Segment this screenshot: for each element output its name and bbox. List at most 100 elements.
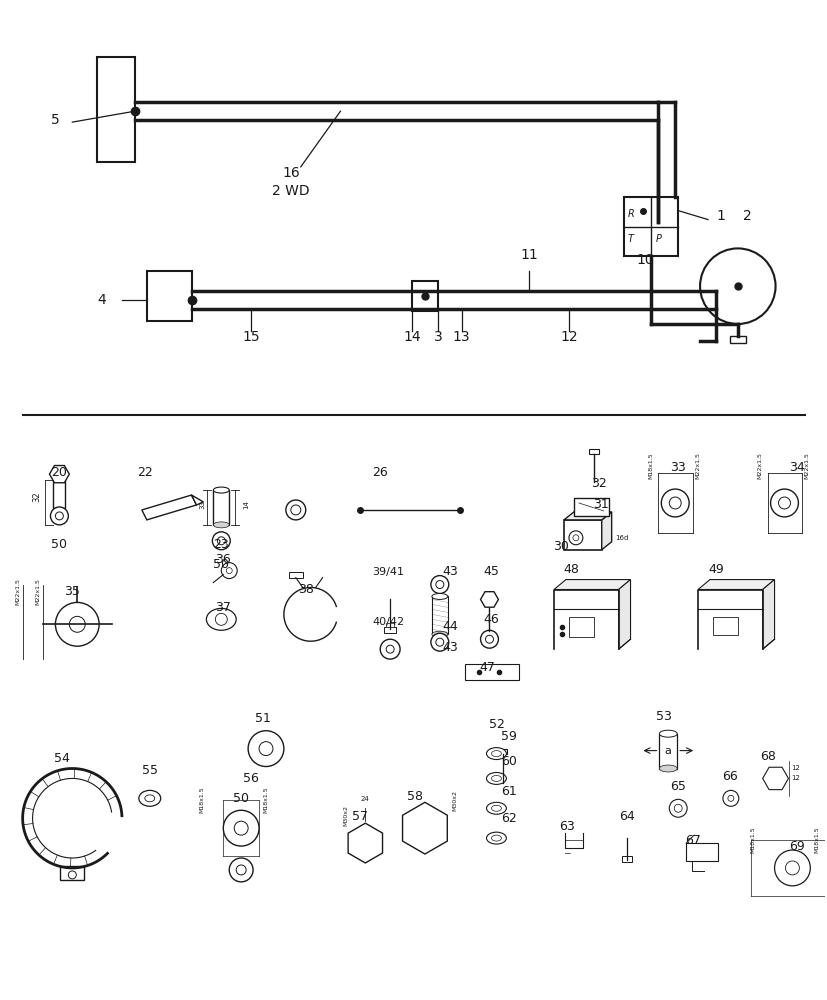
- Ellipse shape: [432, 631, 447, 637]
- Circle shape: [568, 531, 582, 545]
- Circle shape: [777, 497, 790, 509]
- Text: P: P: [655, 234, 661, 244]
- Text: 58: 58: [407, 790, 423, 803]
- Text: 14: 14: [243, 501, 249, 509]
- Text: 52: 52: [489, 718, 504, 731]
- Circle shape: [485, 635, 493, 643]
- Ellipse shape: [145, 795, 155, 802]
- Circle shape: [435, 638, 443, 646]
- Text: a: a: [664, 746, 671, 756]
- Bar: [623, 197, 677, 256]
- Ellipse shape: [213, 522, 229, 528]
- Text: 34: 34: [789, 461, 805, 474]
- Circle shape: [673, 804, 681, 812]
- Circle shape: [236, 865, 246, 875]
- Text: 66: 66: [721, 770, 737, 783]
- Text: 65: 65: [670, 780, 686, 793]
- Polygon shape: [141, 495, 196, 520]
- Text: 31: 31: [592, 498, 608, 511]
- Circle shape: [259, 742, 273, 756]
- Text: 67: 67: [685, 834, 700, 847]
- Bar: [54, 480, 65, 508]
- Bar: [499, 749, 507, 754]
- Ellipse shape: [486, 748, 506, 760]
- Ellipse shape: [491, 751, 501, 757]
- Text: 32: 32: [590, 477, 606, 490]
- Circle shape: [480, 630, 498, 648]
- Circle shape: [290, 505, 300, 515]
- Text: 23: 23: [213, 538, 229, 551]
- Circle shape: [229, 858, 253, 882]
- Bar: [686, 843, 717, 861]
- Text: M22x1.5: M22x1.5: [694, 452, 700, 479]
- Ellipse shape: [206, 608, 236, 630]
- Bar: [464, 664, 519, 680]
- Circle shape: [668, 799, 686, 817]
- Circle shape: [722, 790, 738, 806]
- Text: 50: 50: [51, 538, 67, 551]
- Bar: [97, 57, 135, 162]
- Polygon shape: [402, 802, 447, 854]
- Polygon shape: [697, 580, 773, 589]
- Circle shape: [226, 568, 232, 574]
- Bar: [289, 572, 303, 578]
- Ellipse shape: [491, 805, 501, 811]
- Ellipse shape: [213, 487, 229, 493]
- Bar: [412, 281, 437, 311]
- Circle shape: [55, 512, 64, 520]
- Ellipse shape: [491, 775, 501, 781]
- Text: 57: 57: [352, 810, 368, 823]
- Text: 32: 32: [32, 491, 41, 502]
- Polygon shape: [762, 580, 773, 649]
- Bar: [621, 856, 631, 862]
- Text: 2 WD: 2 WD: [272, 184, 309, 198]
- Text: 2: 2: [742, 209, 751, 223]
- Polygon shape: [347, 823, 382, 863]
- Text: 45: 45: [483, 565, 499, 578]
- Text: 22: 22: [136, 466, 152, 479]
- Polygon shape: [191, 495, 203, 505]
- Circle shape: [215, 613, 227, 625]
- Text: 36: 36: [215, 553, 231, 566]
- Text: M30x2: M30x2: [452, 790, 457, 811]
- Text: 63: 63: [558, 820, 574, 833]
- Polygon shape: [618, 580, 630, 649]
- Polygon shape: [480, 592, 498, 607]
- Circle shape: [55, 602, 99, 646]
- Bar: [385, 623, 394, 627]
- Text: 33: 33: [670, 461, 686, 474]
- Text: M18x1.5: M18x1.5: [263, 787, 268, 813]
- Text: 43: 43: [442, 641, 457, 654]
- Text: 13: 13: [452, 330, 470, 344]
- Bar: [213, 490, 229, 525]
- Ellipse shape: [491, 835, 501, 841]
- Bar: [729, 336, 745, 343]
- Circle shape: [357, 835, 373, 851]
- Circle shape: [699, 248, 775, 324]
- Circle shape: [430, 633, 448, 651]
- Circle shape: [385, 645, 394, 653]
- Text: 54: 54: [55, 752, 70, 765]
- Circle shape: [414, 818, 434, 838]
- Text: 59: 59: [501, 730, 517, 743]
- Text: M18x1.5: M18x1.5: [648, 452, 653, 479]
- Text: 64: 64: [618, 810, 633, 823]
- Ellipse shape: [486, 772, 506, 784]
- Bar: [60, 866, 84, 880]
- Ellipse shape: [432, 593, 447, 599]
- Ellipse shape: [139, 790, 160, 806]
- Text: 38: 38: [298, 583, 313, 596]
- Text: 5: 5: [51, 113, 60, 127]
- Text: 16d: 16d: [615, 535, 629, 541]
- Text: 1: 1: [715, 209, 724, 223]
- Circle shape: [221, 563, 237, 579]
- Circle shape: [217, 537, 225, 545]
- Bar: [432, 596, 447, 634]
- Text: 10: 10: [636, 253, 653, 267]
- Text: M22x1.5: M22x1.5: [16, 579, 21, 605]
- Circle shape: [435, 581, 443, 589]
- Ellipse shape: [486, 832, 506, 844]
- Circle shape: [727, 795, 733, 801]
- Text: 12: 12: [791, 775, 800, 781]
- Circle shape: [285, 500, 305, 520]
